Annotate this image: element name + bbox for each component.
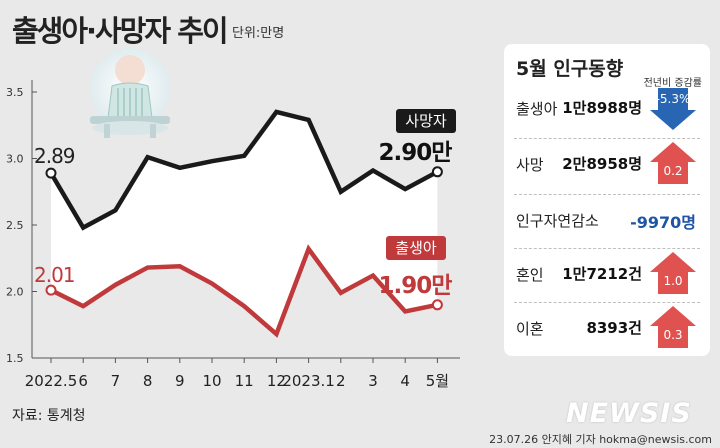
arrow-down-icon: -5.3% <box>648 86 698 132</box>
y-tick-label: 3.5 <box>6 86 24 99</box>
x-tick-label: 11 <box>235 372 254 390</box>
deaths-end-point <box>431 166 443 178</box>
x-tick-label: 5월 <box>426 372 449 390</box>
panel-row-natural-decrease: 인구자연감소 -9970명 <box>504 198 710 242</box>
y-axis: 3.5 3.0 2.5 2.0 1.5 <box>6 80 37 365</box>
chart-title: 출생아·사망자 추이 <box>12 14 229 48</box>
y-tick-label: 1.5 <box>6 352 24 365</box>
divider <box>514 248 700 249</box>
x-tick-label: 4 <box>400 372 410 390</box>
x-tick-label: 3 <box>368 372 378 390</box>
change-value: 1.0 <box>663 274 683 288</box>
arrow-up-icon: 0.2 <box>648 140 698 186</box>
panel-title: 5월 인구동향 <box>516 58 624 80</box>
unit-label: 단위:만명 <box>232 26 285 41</box>
y-tick-label: 2.5 <box>6 219 24 232</box>
births-legend-label: 출생아 <box>395 239 437 257</box>
divider <box>514 302 700 303</box>
baby-icon <box>90 48 170 138</box>
population-panel: 5월 인구동향 전년비 증감률 출생아 1만8988명 -5.3% 사망 2만8… <box>504 44 710 356</box>
x-tick-label: 2022.5 <box>25 372 78 390</box>
births-start-label: 2.01 <box>34 263 75 287</box>
row-label: 출생아 <box>516 100 558 118</box>
credit-line: 23.07.26 안지혜 기자 hokma@newsis.com <box>489 433 712 446</box>
divider <box>514 138 700 139</box>
births-start-point <box>45 284 57 296</box>
row-label: 사망 <box>516 156 544 174</box>
row-label: 혼인 <box>516 266 544 284</box>
y-tick-label: 3.0 <box>6 153 24 166</box>
births-end-label: 1.90만 <box>378 273 452 299</box>
change-value: 0.2 <box>663 164 683 178</box>
deaths-line <box>49 109 439 231</box>
arrow-up-icon: 0.3 <box>648 304 698 350</box>
x-tick-label: 12 <box>267 372 286 390</box>
y-tick-label: 2.0 <box>6 286 24 299</box>
newsis-logo: NEWSIS <box>566 398 692 429</box>
row-value: 1만7212건 <box>562 265 642 283</box>
deaths-legend-box <box>396 109 456 133</box>
x-tick-label: 2023.1 <box>282 372 335 390</box>
x-tick-label: 9 <box>175 372 185 390</box>
row-label: 이혼 <box>516 320 544 338</box>
row-value: 1만8988명 <box>562 99 642 117</box>
panel-row-births: 출생아 1만8988명 -5.3% <box>504 86 710 130</box>
row-value: -9970명 <box>630 213 696 232</box>
x-tick-label: 8 <box>143 372 153 390</box>
change-value: 0.3 <box>663 328 683 342</box>
panel-row-divorces: 이혼 8393건 0.3 <box>504 306 710 350</box>
change-value: -5.3% <box>655 92 691 106</box>
fill-between-area <box>51 111 438 335</box>
x-tick-label: 10 <box>202 372 221 390</box>
row-value: 2만8958명 <box>562 155 642 173</box>
births-legend-box <box>386 236 446 260</box>
deaths-start-label: 2.89 <box>34 144 75 168</box>
panel-subtitle: 전년비 증감률 <box>643 78 702 89</box>
row-label: 인구자연감소 <box>516 212 599 230</box>
births-end-point <box>431 299 443 311</box>
births-line <box>50 244 438 338</box>
deaths-start-point <box>45 167 57 179</box>
arrow-up-icon: 1.0 <box>648 250 698 296</box>
deaths-legend-label: 사망자 <box>405 112 447 130</box>
x-tick-label: 2 <box>336 372 346 390</box>
panel-row-marriages: 혼인 1만7212건 1.0 <box>504 252 710 296</box>
deaths-end-label: 2.90만 <box>378 140 452 166</box>
divider <box>514 194 700 195</box>
panel-row-deaths: 사망 2만8958명 0.2 <box>504 142 710 186</box>
x-tick-label: 7 <box>111 372 121 390</box>
source-note: 자료: 통계청 <box>12 408 86 424</box>
row-value: 8393건 <box>586 319 642 337</box>
x-tick-label: 6 <box>78 372 88 390</box>
